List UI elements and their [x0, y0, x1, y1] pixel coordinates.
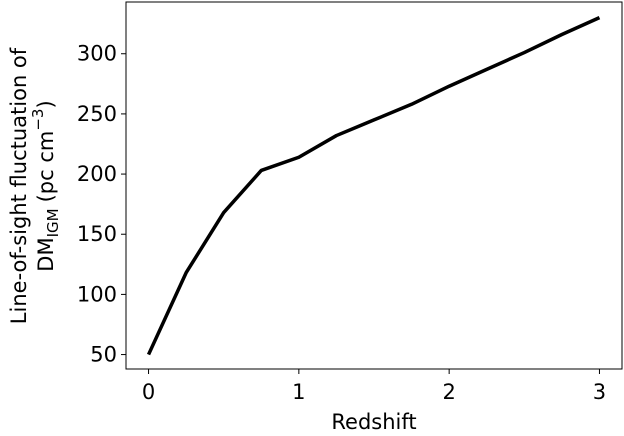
- y-axis-label: DMIGM (pc cm−3): [29, 100, 62, 271]
- y-tick-label: 150: [77, 222, 117, 246]
- y-tick-label: 300: [77, 42, 117, 66]
- y-axis-label-part: DM: [34, 237, 58, 271]
- y-axis-label-part: (pc cm: [34, 131, 58, 203]
- y-axis-label-part: ): [34, 100, 58, 108]
- y-tick-label: 50: [90, 343, 117, 367]
- y-tick-label: 200: [77, 162, 117, 186]
- line: [146, 16, 601, 356]
- y-axis-label-sup: −3: [29, 109, 47, 131]
- x-axis-label: Redshift: [331, 410, 416, 434]
- y-axis-label-sub: IGM: [44, 208, 62, 237]
- y-axis-label: Line-of-sight fluctuation of: [7, 47, 31, 324]
- y-tick-label: 250: [77, 102, 117, 126]
- x-tick-label: 2: [442, 380, 455, 404]
- y-tick-label: 100: [77, 282, 117, 306]
- plot-frame: [125, 1, 623, 370]
- x-tick-label: 3: [593, 380, 606, 404]
- x-tick-label: 1: [292, 380, 305, 404]
- x-tick-label: 0: [142, 380, 155, 404]
